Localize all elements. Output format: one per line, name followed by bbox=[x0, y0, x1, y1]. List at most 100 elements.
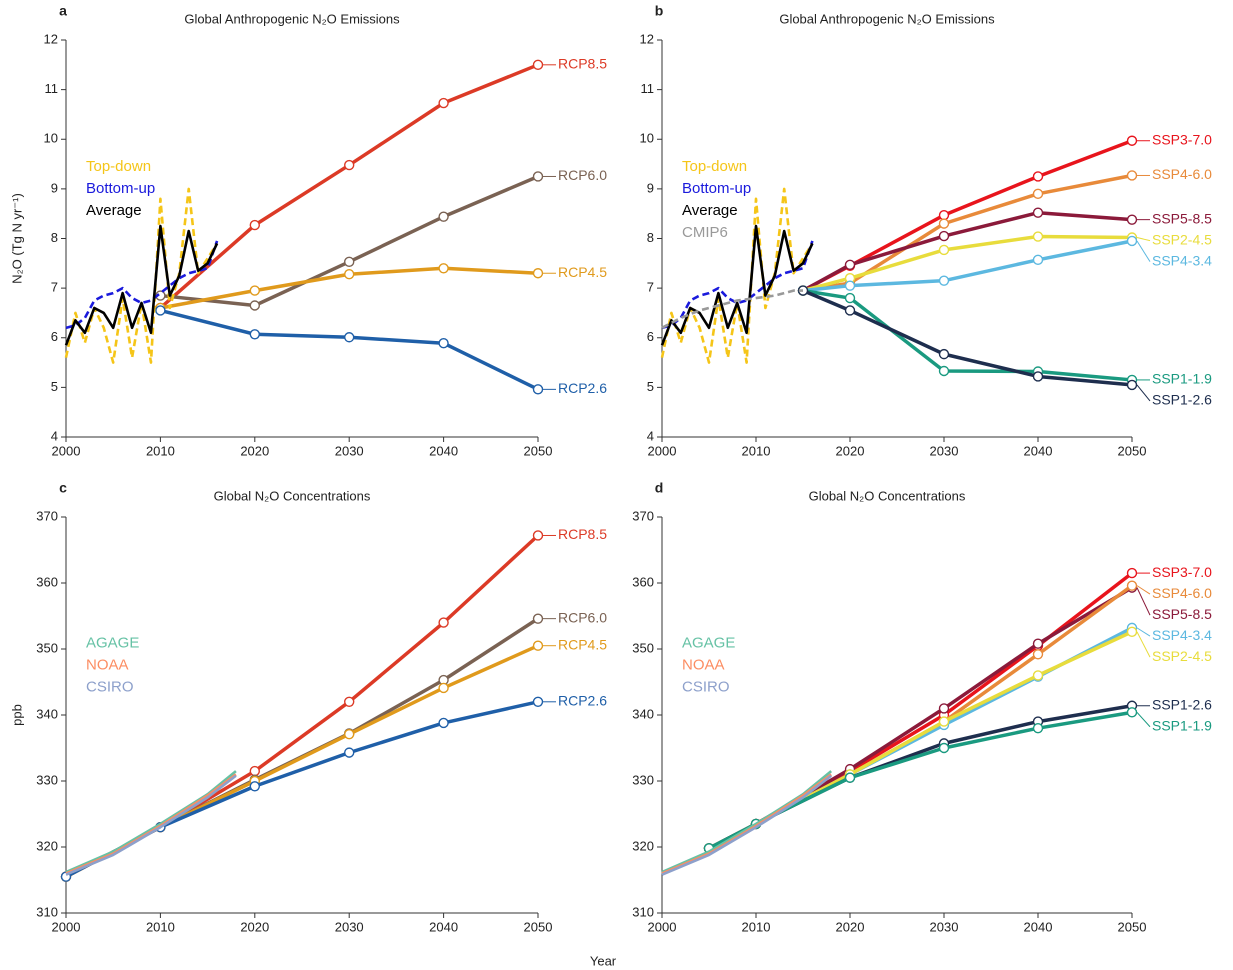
chart-title: Global Anthropogenic N₂O Emissions bbox=[779, 11, 995, 26]
point bbox=[1126, 170, 1138, 181]
point bbox=[938, 244, 950, 256]
y-tick-label: 8 bbox=[51, 230, 58, 245]
series-line bbox=[65, 534, 540, 879]
x-tick-label: 2000 bbox=[648, 919, 677, 934]
point bbox=[438, 717, 449, 729]
x-axis-label: Year bbox=[590, 953, 617, 968]
point bbox=[438, 97, 449, 109]
series-line bbox=[159, 308, 539, 391]
point bbox=[1032, 723, 1044, 734]
legend-label: NOAA bbox=[86, 657, 129, 674]
y-tick-label: 4 bbox=[647, 428, 654, 443]
series-line bbox=[661, 289, 803, 329]
x-tick-label: 2040 bbox=[429, 443, 458, 458]
series-line bbox=[661, 240, 814, 330]
series-label: RCP8.5 bbox=[558, 56, 607, 72]
series-line bbox=[661, 774, 832, 876]
y-axis-label: N₂O (Tg N yr⁻¹) bbox=[9, 193, 24, 284]
x-tick-label: 2020 bbox=[240, 919, 269, 934]
point bbox=[532, 613, 544, 624]
y-tick-label: 350 bbox=[36, 640, 58, 655]
x-tick-label: 2040 bbox=[1024, 919, 1053, 934]
series-line bbox=[65, 773, 237, 875]
point bbox=[438, 338, 449, 349]
legend-label: CMIP6 bbox=[682, 224, 728, 241]
x-tick-label: 2020 bbox=[836, 919, 865, 934]
series-label: RCP4.5 bbox=[558, 636, 607, 652]
point bbox=[249, 300, 261, 311]
x-tick-label: 2000 bbox=[52, 443, 81, 458]
point bbox=[938, 703, 950, 714]
point bbox=[844, 280, 856, 291]
y-tick-label: 12 bbox=[44, 31, 58, 46]
x-tick-label: 2020 bbox=[836, 443, 865, 458]
legend-label: Top-down bbox=[682, 158, 747, 175]
point bbox=[1126, 379, 1138, 391]
point bbox=[532, 59, 544, 71]
series-line bbox=[65, 774, 237, 876]
label-leader bbox=[1136, 585, 1151, 595]
point bbox=[1032, 207, 1044, 218]
series-label: SSP1-2.6 bbox=[1152, 392, 1212, 408]
series-label: RCP8.5 bbox=[558, 526, 607, 542]
legend-label: NOAA bbox=[682, 657, 725, 674]
y-tick-label: 11 bbox=[641, 81, 655, 96]
label-leader bbox=[1136, 712, 1151, 728]
y-tick-label: 370 bbox=[36, 508, 58, 523]
point bbox=[844, 772, 856, 783]
point bbox=[438, 617, 449, 628]
label-leader bbox=[1136, 240, 1151, 262]
x-tick-label: 2010 bbox=[742, 443, 771, 458]
y-tick-label: 360 bbox=[632, 574, 654, 589]
y-tick-label: 9 bbox=[51, 180, 58, 195]
point bbox=[938, 365, 950, 377]
x-tick-label: 2040 bbox=[429, 919, 458, 934]
x-tick-label: 2010 bbox=[146, 919, 175, 934]
point bbox=[1032, 254, 1044, 266]
panel-label: a bbox=[59, 3, 67, 19]
y-tick-label: 5 bbox=[647, 379, 654, 394]
series-line bbox=[802, 173, 1133, 293]
y-tick-label: 5 bbox=[51, 379, 58, 394]
series-label: SSP5-8.5 bbox=[1152, 210, 1212, 226]
point bbox=[532, 696, 544, 707]
y-tick-label: 310 bbox=[632, 904, 654, 919]
legend-label: CSIRO bbox=[86, 679, 134, 696]
legend-label: CSIRO bbox=[682, 679, 730, 696]
x-tick-label: 2050 bbox=[1118, 919, 1147, 934]
series-label: SSP1-2.6 bbox=[1152, 696, 1212, 712]
point bbox=[1126, 567, 1138, 579]
x-tick-label: 2010 bbox=[742, 919, 771, 934]
y-tick-label: 6 bbox=[647, 329, 654, 344]
chart-title: Global Anthropogenic N₂O Emissions bbox=[184, 11, 400, 26]
x-tick-label: 2010 bbox=[146, 443, 175, 458]
point bbox=[344, 332, 355, 343]
point bbox=[532, 384, 544, 395]
point bbox=[532, 268, 544, 279]
point bbox=[938, 230, 950, 242]
point bbox=[532, 640, 544, 651]
y-tick-label: 340 bbox=[632, 706, 654, 721]
chart-title: Global N₂O Concentrations bbox=[214, 488, 371, 503]
point bbox=[938, 218, 950, 229]
y-tick-label: 320 bbox=[632, 838, 654, 853]
series-line bbox=[65, 770, 237, 874]
point bbox=[1032, 371, 1044, 382]
series-label: SSP5-8.5 bbox=[1152, 606, 1212, 622]
y-tick-label: 11 bbox=[45, 81, 59, 96]
series-label: SSP3-7.0 bbox=[1152, 564, 1212, 580]
point bbox=[1126, 135, 1138, 146]
x-tick-label: 2050 bbox=[524, 443, 553, 458]
point bbox=[249, 329, 261, 340]
legend-label: Bottom-up bbox=[86, 180, 155, 197]
y-tick-label: 350 bbox=[632, 640, 654, 655]
series-label: RCP4.5 bbox=[558, 264, 607, 280]
point bbox=[844, 292, 856, 304]
y-tick-label: 360 bbox=[36, 574, 58, 589]
series-line bbox=[708, 571, 1134, 850]
point bbox=[344, 696, 355, 707]
point bbox=[938, 209, 950, 221]
point bbox=[344, 256, 355, 268]
y-tick-label: 330 bbox=[632, 772, 654, 787]
